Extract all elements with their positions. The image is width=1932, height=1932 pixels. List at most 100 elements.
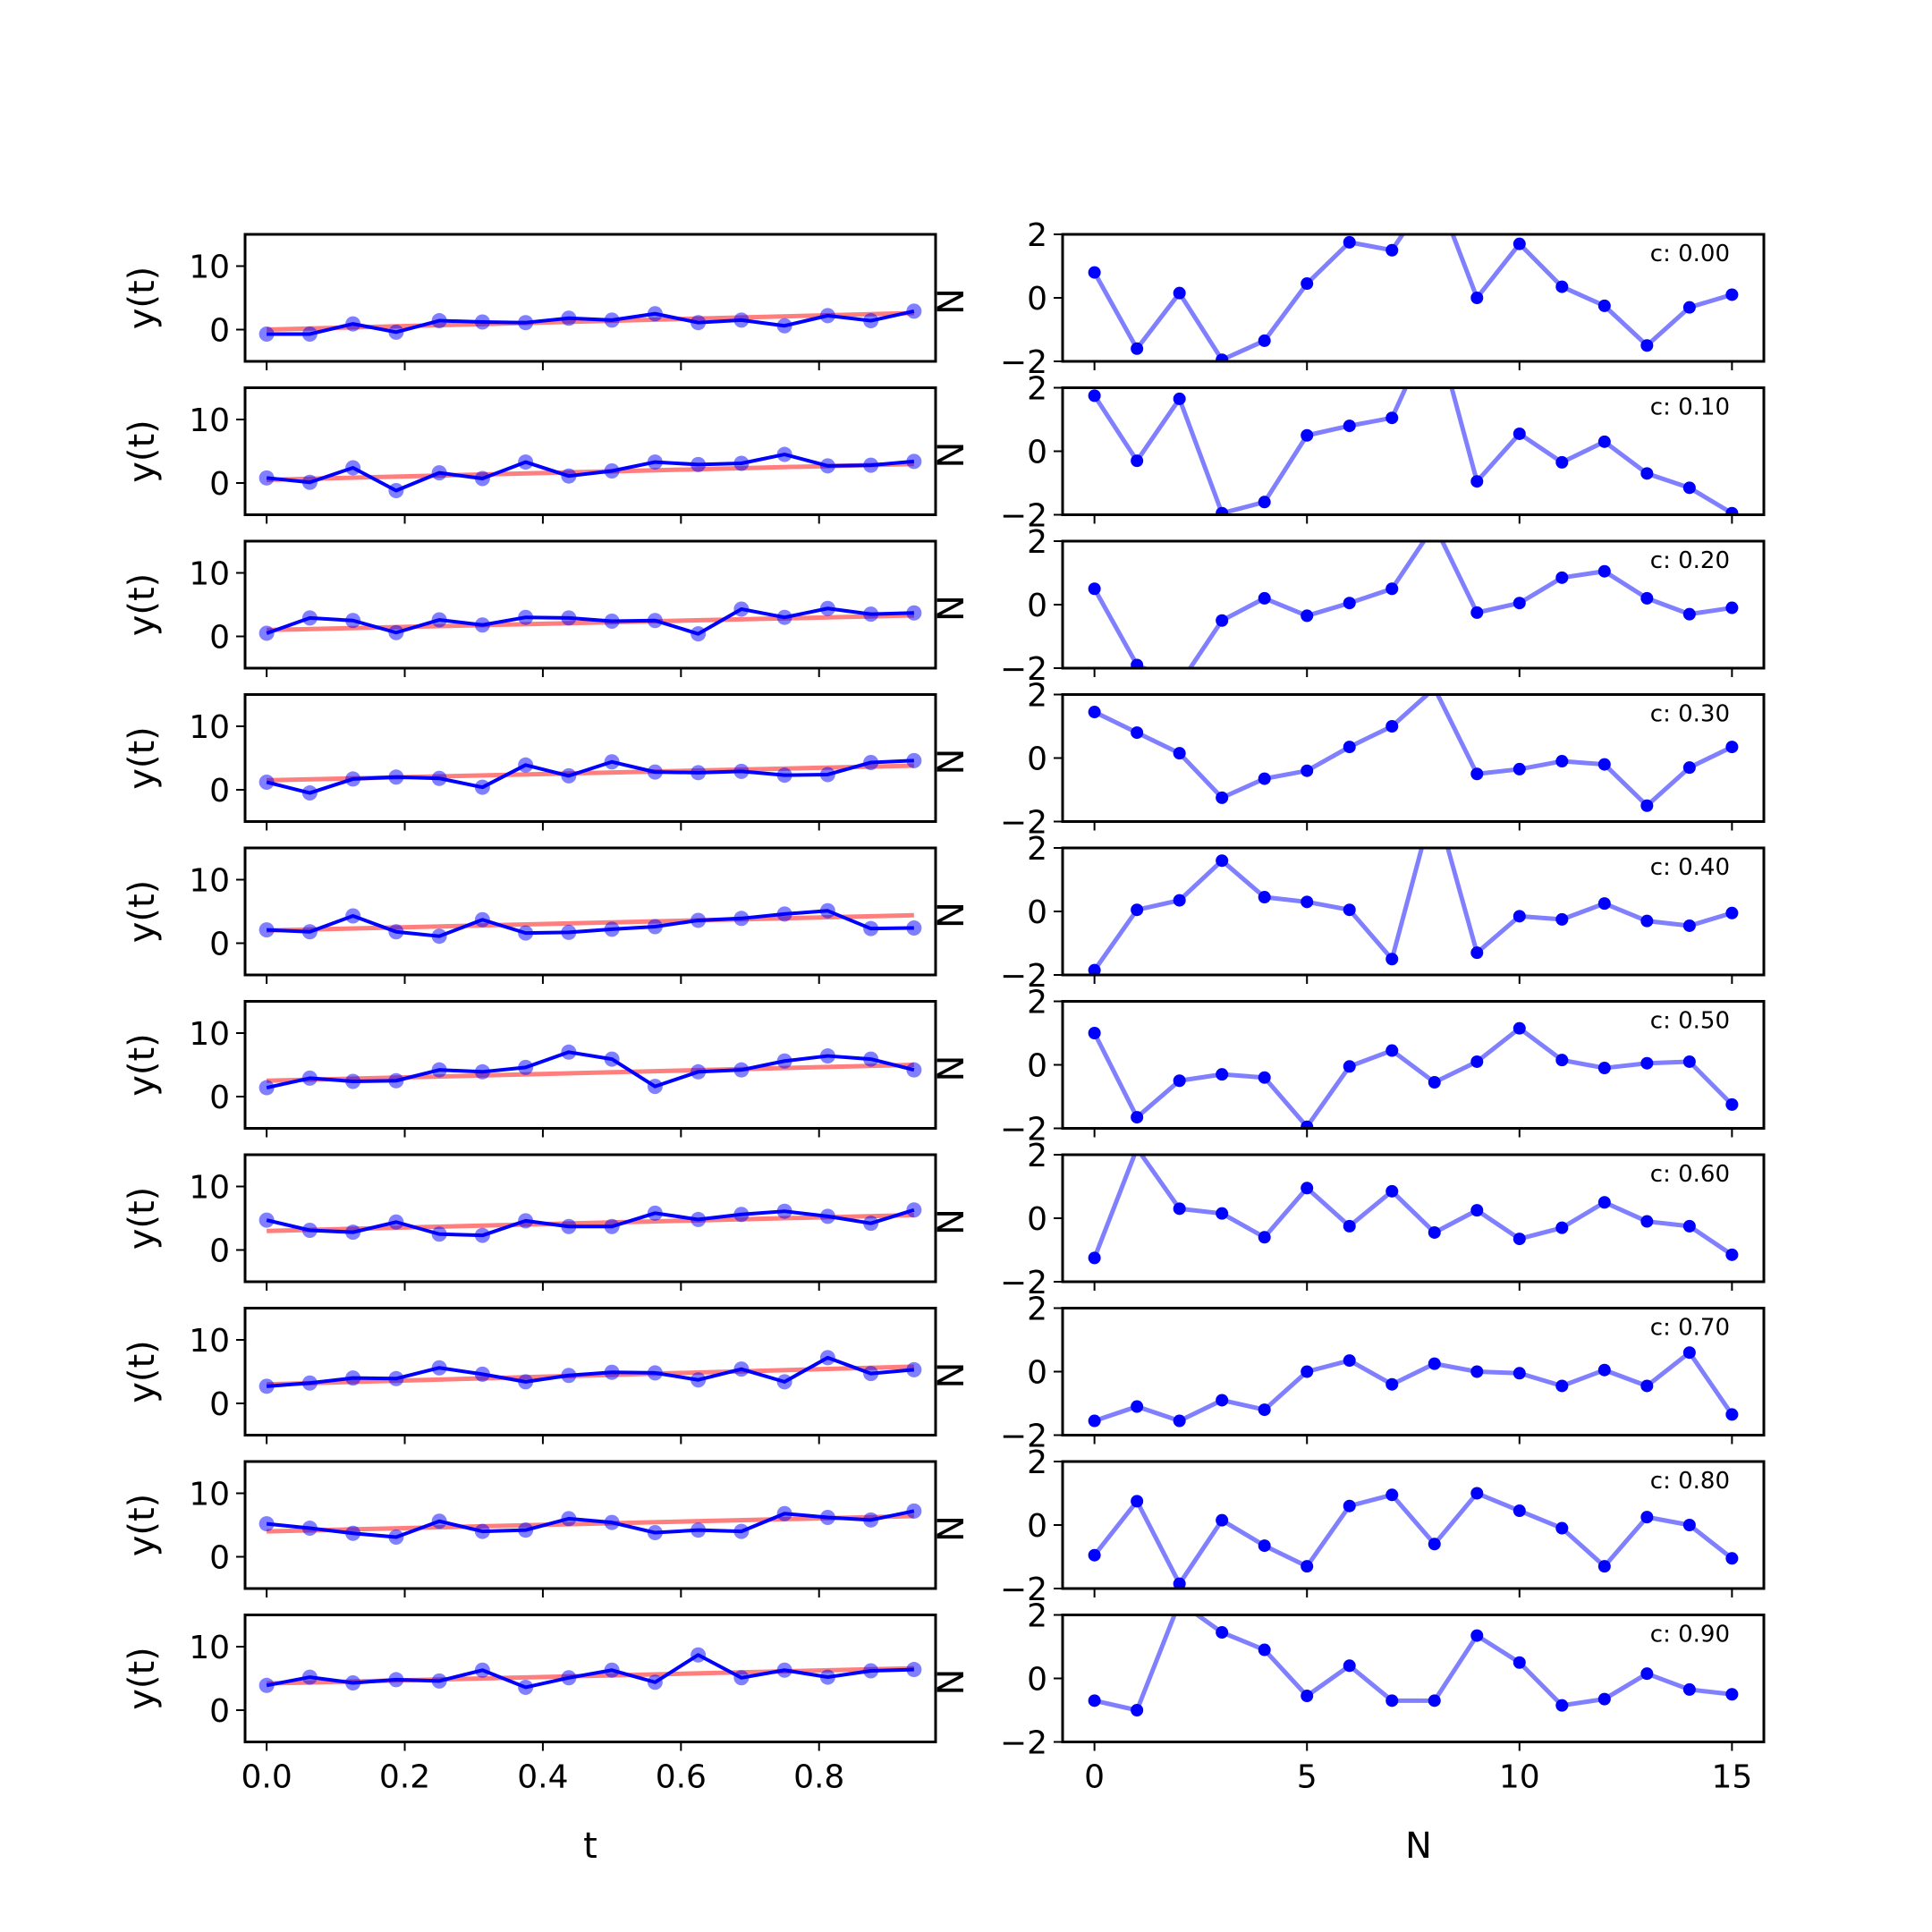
series-point	[1343, 903, 1356, 917]
series-point	[1301, 895, 1314, 909]
right-panel-5: c: 0.50 −2 0 2	[1000, 985, 1766, 1148]
y-tick-label: 0	[209, 1540, 230, 1577]
panel-label: c: 0.90	[1650, 1622, 1730, 1648]
series-point	[1597, 299, 1611, 312]
right-plot-content	[1088, 1346, 1739, 1428]
series-point	[1385, 1488, 1399, 1502]
y-axis-label: y(t)	[122, 1494, 163, 1557]
y-tick-label: 10	[189, 402, 230, 439]
left-panel-9: 0.0 0.2 0.4 0.6 0.8 0 10 y(t) N	[122, 1614, 972, 1796]
series-point	[1682, 1055, 1696, 1068]
y-tick-label: 0	[209, 1080, 230, 1116]
series-point	[1385, 411, 1399, 425]
left-plot-content	[258, 902, 922, 945]
series-point	[1385, 1044, 1399, 1057]
series-point	[1131, 1495, 1144, 1508]
y-tick-label: 10	[189, 1477, 230, 1513]
series-point	[1640, 914, 1654, 928]
y-tick-label: 10	[189, 1323, 230, 1360]
right-y-axis-label: N	[931, 288, 972, 315]
series-point	[1513, 427, 1526, 440]
series-point	[1513, 237, 1526, 250]
series-point	[1173, 392, 1186, 405]
series-point	[1428, 519, 1441, 531]
y-tick-label: 2	[1027, 1138, 1047, 1174]
series-point	[1258, 334, 1271, 347]
y-tick-label: 0	[1027, 1355, 1047, 1392]
series-point	[1597, 1062, 1611, 1075]
series-point	[1216, 791, 1229, 804]
series-point	[1258, 1643, 1271, 1657]
data-line	[266, 606, 914, 636]
left-plot-content	[258, 600, 922, 642]
series-point	[1597, 897, 1611, 911]
right-plot-area	[1063, 1462, 1764, 1589]
y-tick-label: 0	[209, 1693, 230, 1730]
series-point	[1725, 601, 1739, 614]
series-point	[1513, 1656, 1526, 1669]
y-axis-label: y(t)	[122, 573, 163, 637]
y-axis-label: y(t)	[122, 1187, 163, 1250]
y-tick-label: 2	[1027, 678, 1047, 715]
series-point	[1343, 1219, 1356, 1233]
series-point	[1173, 1074, 1186, 1088]
y-tick-label: 0	[209, 1386, 230, 1423]
y-tick-label: 0	[1027, 1662, 1047, 1699]
series-point	[1470, 606, 1484, 619]
y-tick-label: 2	[1027, 1445, 1047, 1481]
series-point	[1216, 1207, 1229, 1220]
right-y-axis-label: N	[931, 1362, 972, 1389]
series-point	[1682, 1519, 1696, 1531]
left-panel-frame	[243, 693, 937, 823]
series-point	[1173, 894, 1186, 907]
series-point	[1385, 1377, 1399, 1391]
y-axis-label: y(t)	[122, 726, 163, 790]
right-plot-content	[1088, 1021, 1739, 1129]
data-line	[266, 758, 914, 795]
series-point	[1385, 243, 1399, 257]
series-point	[1555, 1054, 1569, 1067]
data-line	[266, 1208, 915, 1238]
series-point	[1597, 1560, 1611, 1573]
left-plot-area	[245, 1001, 936, 1129]
right-y-axis-label: N	[931, 1055, 972, 1082]
data-line	[266, 453, 915, 493]
x-tick-label: 10	[1499, 1759, 1540, 1796]
series-point	[1258, 1231, 1271, 1244]
series-point	[1343, 1060, 1356, 1073]
x-tick-label: 0.0	[241, 1759, 292, 1796]
left-panel-frame	[243, 1000, 937, 1130]
series-point	[1131, 1704, 1144, 1716]
y-axis-label: y(t)	[122, 1340, 163, 1403]
left-plot-content	[258, 1044, 922, 1096]
series-point	[1173, 286, 1186, 300]
series-line	[1093, 694, 1733, 809]
right-panel-3: c: 0.30 −2 0 2	[1000, 678, 1766, 842]
x-tick-label: 0.2	[379, 1759, 430, 1796]
data-line	[266, 1050, 915, 1090]
series-point	[1428, 1357, 1441, 1370]
left-panel-1: 0 10 y(t) N	[122, 386, 972, 524]
y-tick-label: 0	[1027, 894, 1047, 931]
series-point	[1682, 1682, 1696, 1696]
y-tick-label: −2	[1000, 958, 1047, 995]
panel-label: c: 0.20	[1650, 547, 1730, 574]
right-plot-content	[1088, 1614, 1739, 1716]
series-point	[1470, 1204, 1484, 1217]
series-point	[1682, 919, 1696, 932]
data-line	[266, 1355, 915, 1388]
y-tick-label: −2	[1000, 1265, 1047, 1301]
series-point	[1513, 910, 1526, 923]
y-tick-label: −2	[1000, 1725, 1047, 1762]
series-point	[1470, 292, 1484, 304]
y-tick-label: −2	[1000, 1419, 1047, 1455]
right-panel-7: c: 0.70 −2 0 2	[1000, 1292, 1766, 1455]
series-point	[1131, 1111, 1144, 1124]
series-point	[1088, 1251, 1101, 1265]
series-point	[1301, 764, 1314, 777]
left-plot-area	[245, 1308, 936, 1436]
series-point	[1343, 419, 1356, 433]
series-point	[1216, 614, 1229, 627]
series-point	[1258, 591, 1271, 605]
